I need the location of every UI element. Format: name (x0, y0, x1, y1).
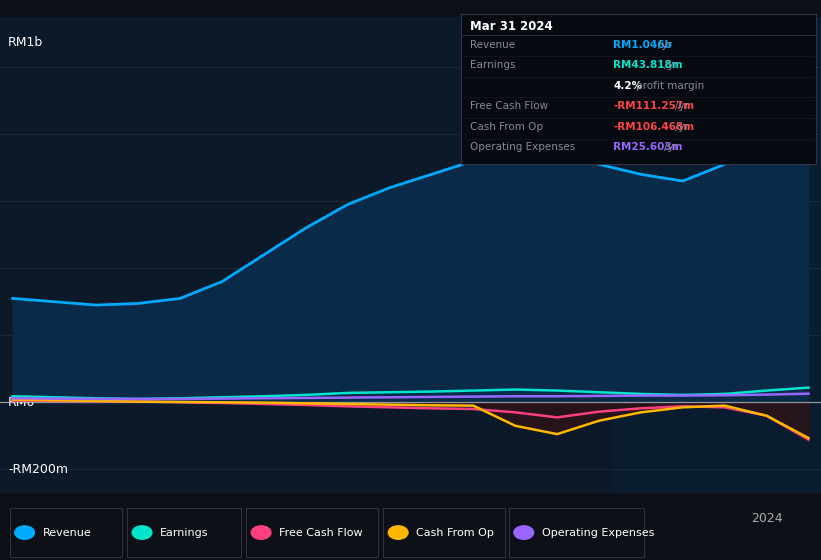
Text: /yr: /yr (663, 60, 677, 70)
Text: Operating Expenses: Operating Expenses (470, 142, 575, 152)
Text: Free Cash Flow: Free Cash Flow (279, 528, 363, 538)
Text: /yr: /yr (658, 40, 672, 50)
Text: RM25.603m: RM25.603m (613, 142, 683, 152)
Text: RM0: RM0 (8, 396, 35, 409)
Text: profit margin: profit margin (635, 81, 704, 91)
Text: RM1.046b: RM1.046b (613, 40, 672, 50)
Text: /yr: /yr (675, 122, 689, 132)
Text: RM1b: RM1b (8, 36, 44, 49)
Text: /yr: /yr (675, 101, 689, 111)
Text: Earnings: Earnings (160, 528, 209, 538)
Text: 4.2%: 4.2% (613, 81, 642, 91)
Text: -RM200m: -RM200m (8, 463, 68, 476)
Text: 2020: 2020 (80, 512, 112, 525)
Bar (612, 17, 821, 493)
Text: Revenue: Revenue (43, 528, 91, 538)
Text: RM43.818m: RM43.818m (613, 60, 683, 70)
Text: Mar 31 2024: Mar 31 2024 (470, 20, 553, 32)
Text: 2024: 2024 (750, 512, 782, 525)
Text: 2021: 2021 (248, 512, 280, 525)
Text: -RM106.468m: -RM106.468m (613, 122, 695, 132)
Text: Cash From Op: Cash From Op (470, 122, 543, 132)
Text: -RM111.257m: -RM111.257m (613, 101, 695, 111)
Text: 2022: 2022 (415, 512, 447, 525)
Text: /yr: /yr (663, 142, 677, 152)
Text: Operating Expenses: Operating Expenses (542, 528, 654, 538)
Text: Earnings: Earnings (470, 60, 515, 70)
Text: Free Cash Flow: Free Cash Flow (470, 101, 548, 111)
Text: 2023: 2023 (583, 512, 615, 525)
Text: Cash From Op: Cash From Op (416, 528, 494, 538)
Text: Revenue: Revenue (470, 40, 515, 50)
